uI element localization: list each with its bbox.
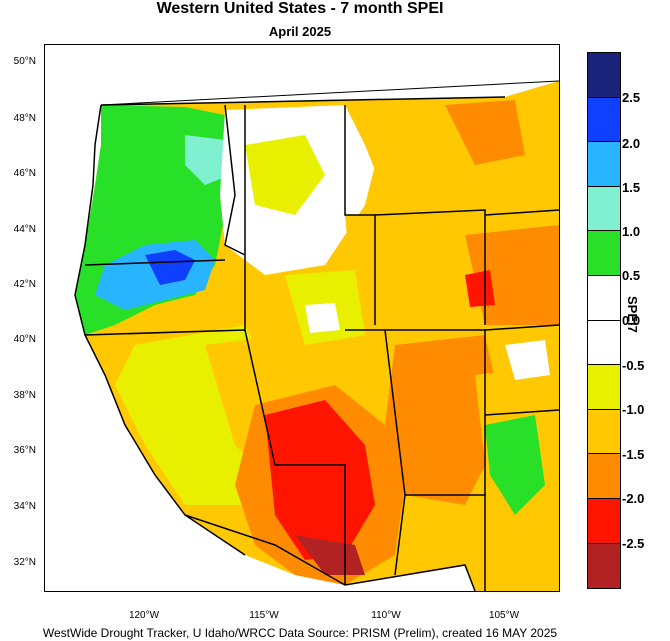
lat-label-42: 42°N (13, 279, 36, 290)
wyoming-dry-region (345, 210, 485, 325)
lon-label-110: 110°W (371, 610, 401, 621)
colorbar-label: -1.0 (622, 402, 645, 417)
montana-severe-dry (445, 100, 525, 165)
colorbar-seg-3 (588, 142, 620, 187)
pacific-coastline (74, 104, 246, 556)
wy-extreme-dry-patch (465, 270, 495, 307)
texas-panhandle-wet (485, 415, 545, 515)
lat-label-50: 50°N (13, 56, 36, 67)
great-salt-lake (305, 303, 340, 333)
lon-label-105: 105°W (488, 610, 520, 621)
colorbar-seg-6 (588, 275, 620, 321)
colorbar-seg-12 (588, 543, 620, 589)
colorbar-seg-9 (588, 409, 620, 455)
mexico-region (45, 535, 355, 591)
colorbar-label: 1.5 (622, 180, 641, 195)
lat-label-44: 44°N (13, 224, 36, 235)
colorbar-label: 2.0 (622, 136, 641, 151)
arizona-extreme-dry (265, 400, 375, 560)
map-footer: WestWide Drought Tracker, U Idaho/WRCC D… (42, 626, 558, 640)
colorbar-seg-5 (588, 231, 620, 276)
lon-label-115: 115°W (249, 610, 279, 621)
colorbar-label: 1.0 (622, 224, 641, 239)
kansas-normal-patch (505, 340, 550, 380)
colorbar-seg-2 (588, 97, 620, 143)
lon-label-120: 120°W (128, 610, 160, 621)
colorbar-label: 0.0 (622, 313, 641, 328)
canada-border (100, 80, 559, 106)
colorbar-seg-10 (588, 454, 620, 499)
colorbar-label: -0.5 (622, 358, 645, 373)
colorbar-seg-7 (588, 320, 620, 366)
new-mexico-severe-dry (385, 335, 505, 505)
canada-region (45, 45, 559, 105)
colorbar-label: 0.5 (622, 268, 641, 283)
lat-label-40: 40°N (13, 334, 36, 345)
colorbar-seg-11 (588, 498, 620, 544)
map-title: Western United States - 7 month SPEI (156, 0, 444, 17)
oregon-core-wet-region (145, 250, 195, 285)
lat-label-46: 46°N (13, 168, 36, 179)
colorbar-seg-8 (588, 365, 620, 410)
lat-label-36: 36°N (13, 445, 36, 456)
lat-label-32: 32°N (13, 557, 36, 568)
map-subtitle: April 2025 (268, 24, 332, 39)
arizona-exceptional-dry (295, 535, 365, 575)
colorbar-label: -2.0 (622, 491, 645, 506)
idaho-abnormal-dry (245, 135, 325, 215)
colorbar-label: -2.5 (622, 536, 645, 551)
mexico-border (184, 514, 476, 591)
wa-wet-patch (185, 135, 230, 185)
state-borders (84, 96, 559, 591)
colorbar-title: SPEI7 (625, 296, 640, 333)
colorbar-seg-1 (588, 53, 620, 98)
colorbar-label: 2.5 (622, 90, 641, 105)
lat-label-48: 48°N (13, 113, 36, 124)
colorbar-label: -1.5 (622, 447, 645, 462)
colorbar (587, 52, 621, 590)
lat-label-38: 38°N (13, 390, 36, 401)
spei-map (44, 44, 560, 592)
colorbar-seg-4 (588, 186, 620, 232)
lat-label-34: 34°N (13, 501, 36, 512)
map-canvas (45, 45, 559, 591)
